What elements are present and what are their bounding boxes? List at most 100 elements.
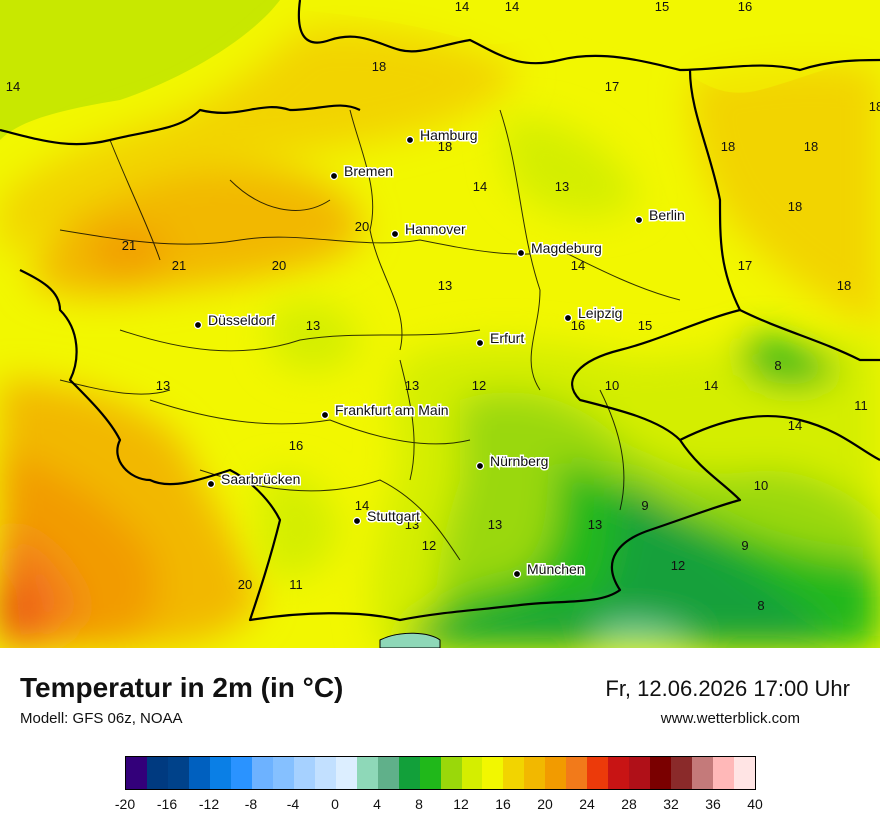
temperature-value: 16 bbox=[571, 318, 585, 333]
city-dot bbox=[193, 320, 203, 330]
city-dot bbox=[512, 569, 522, 579]
temperature-value: 15 bbox=[638, 318, 652, 333]
city-label: München bbox=[527, 561, 585, 577]
color-scale bbox=[125, 756, 756, 790]
temperature-value: 14 bbox=[704, 378, 718, 393]
temperature-value: 13 bbox=[588, 517, 602, 532]
temperature-value: 21 bbox=[172, 258, 186, 273]
footer: Temperatur in 2m (in °C) Modell: GFS 06z… bbox=[0, 648, 880, 830]
temperature-value: 13 bbox=[156, 378, 170, 393]
temperature-value: 18 bbox=[721, 139, 735, 154]
forecast-datetime: Fr, 12.06.2026 17:00 Uhr bbox=[605, 676, 850, 701]
temperature-value: 10 bbox=[605, 378, 619, 393]
city-dot bbox=[475, 461, 485, 471]
temperature-value: 18 bbox=[372, 59, 386, 74]
scale-color-cell bbox=[314, 757, 336, 789]
scale-tick-label: 0 bbox=[331, 796, 339, 812]
temperature-value: 16 bbox=[289, 438, 303, 453]
temperature-value: 12 bbox=[472, 378, 486, 393]
map-title: Temperatur in 2m (in °C) bbox=[20, 672, 344, 703]
temperature-value: 18 bbox=[804, 139, 818, 154]
scale-color-cell bbox=[126, 757, 147, 789]
scale-color-cell bbox=[293, 757, 315, 789]
temperature-value: 13 bbox=[488, 517, 502, 532]
temperature-value: 20 bbox=[238, 577, 252, 592]
scale-color-cell bbox=[419, 757, 441, 789]
temperature-value: 14 bbox=[571, 258, 585, 273]
scale-color-cell bbox=[503, 757, 525, 789]
temperature-value: 8 bbox=[774, 358, 781, 373]
temperature-value: 13 bbox=[555, 179, 569, 194]
city-marker: Stuttgart bbox=[352, 507, 422, 526]
scale-tick-label: -8 bbox=[244, 796, 258, 812]
city-marker: Bremen bbox=[329, 162, 395, 181]
scale-color-cell bbox=[146, 757, 168, 789]
city-dot bbox=[516, 248, 526, 258]
city-marker: München bbox=[512, 560, 586, 579]
temperature-value: 14 bbox=[473, 179, 487, 194]
scale-color-cell bbox=[650, 757, 672, 789]
city-dot bbox=[352, 516, 362, 526]
scale-color-cell bbox=[209, 757, 231, 789]
city-marker: Erfurt bbox=[475, 329, 526, 348]
scale-color-cell bbox=[608, 757, 630, 789]
temperature-value: 20 bbox=[355, 219, 369, 234]
city-label: Nürnberg bbox=[490, 453, 548, 469]
scale-color-cell bbox=[167, 757, 189, 789]
scale-color-cell bbox=[335, 757, 357, 789]
scale-tick-label: 8 bbox=[415, 796, 423, 812]
temperature-value: 14 bbox=[6, 79, 20, 94]
city-dot bbox=[405, 135, 415, 145]
scale-tick-label: 16 bbox=[495, 796, 511, 812]
temperature-value: 9 bbox=[641, 498, 648, 513]
scale-color-cell bbox=[482, 757, 504, 789]
temperature-value: 16 bbox=[738, 0, 752, 14]
city-label: Magdeburg bbox=[531, 240, 602, 256]
city-label: Stuttgart bbox=[367, 508, 420, 524]
scale-color-cell bbox=[356, 757, 378, 789]
website-link[interactable]: www.wetterblick.com bbox=[660, 710, 800, 727]
city-dot bbox=[634, 215, 644, 225]
city-label: Düsseldorf bbox=[208, 312, 275, 328]
city-dot bbox=[563, 313, 573, 323]
temperature-value: 20 bbox=[272, 258, 286, 273]
city-label: Saarbrücken bbox=[221, 471, 300, 487]
scale-tick-label: 28 bbox=[621, 796, 637, 812]
scale-color-cell bbox=[629, 757, 651, 789]
temperature-value: 18 bbox=[837, 278, 851, 293]
scale-color-cell bbox=[188, 757, 210, 789]
scale-color-cell bbox=[524, 757, 546, 789]
temperature-value: 11 bbox=[289, 577, 303, 592]
scale-color-cell bbox=[272, 757, 294, 789]
city-marker: Frankfurt am Main bbox=[320, 401, 450, 420]
scale-tick-label: -12 bbox=[198, 796, 220, 812]
temperature-value: 15 bbox=[655, 0, 669, 14]
city-marker: Saarbrücken bbox=[206, 470, 302, 489]
city-label: Berlin bbox=[649, 207, 685, 223]
scale-color-cell bbox=[440, 757, 462, 789]
city-marker: Hannover bbox=[390, 220, 468, 239]
scale-color-cell bbox=[230, 757, 252, 789]
scale-tick-label: 40 bbox=[747, 796, 763, 812]
scale-color-cell bbox=[461, 757, 483, 789]
scale-color-cell bbox=[398, 757, 420, 789]
city-marker: Leipzig bbox=[563, 304, 624, 323]
city-dot bbox=[320, 410, 330, 420]
temperature-map: 14 14 14 15 16 18 17 18 18 18 18 17 18 18 14 13 14 21 21 20… bbox=[0, 0, 880, 648]
temperature-value: 17 bbox=[605, 79, 619, 94]
scale-color-cell bbox=[377, 757, 399, 789]
city-label: Leipzig bbox=[578, 305, 622, 321]
scale-color-cell bbox=[545, 757, 567, 789]
scale-tick-label: 36 bbox=[705, 796, 721, 812]
scale-color-cell bbox=[692, 757, 714, 789]
scale-color-cell bbox=[566, 757, 588, 789]
city-dot bbox=[329, 171, 339, 181]
city-label: Bremen bbox=[344, 163, 393, 179]
scale-tick-label: -20 bbox=[114, 796, 136, 812]
temperature-value: 11 bbox=[854, 398, 868, 413]
scale-tick-label: 20 bbox=[537, 796, 553, 812]
city-marker: Nürnberg bbox=[475, 452, 550, 471]
temperature-value: 18 bbox=[438, 139, 452, 154]
temperature-value: 12 bbox=[422, 538, 436, 553]
city-marker: Magdeburg bbox=[516, 239, 603, 258]
